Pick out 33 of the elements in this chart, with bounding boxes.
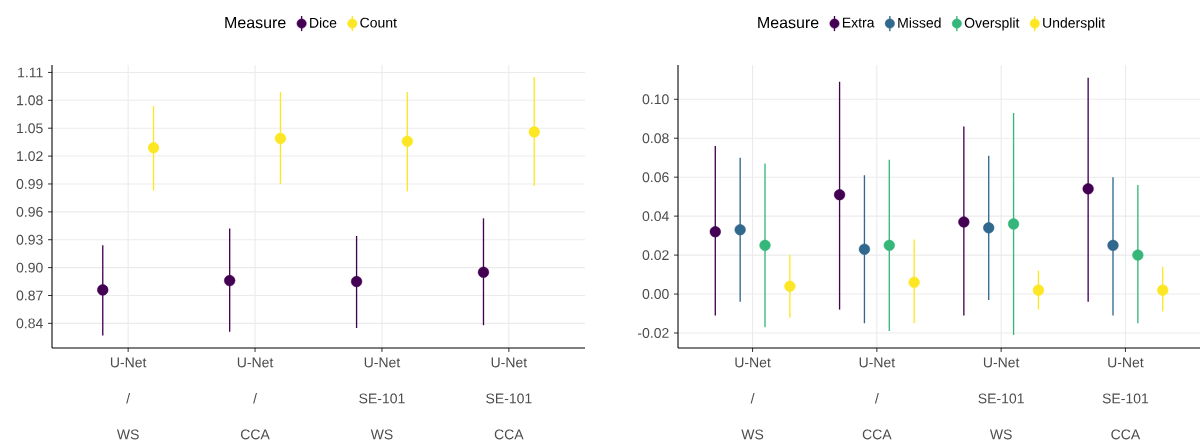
y-tick-label: 0.99 xyxy=(16,179,43,189)
category-label: U-Net SE-101 WS xyxy=(359,357,405,440)
y-tick-label: 0.00 xyxy=(642,289,669,300)
legend-label: Count xyxy=(360,17,397,28)
category-label: U-Net SE-101 CCA xyxy=(1102,357,1149,440)
legend-label: Oversplit xyxy=(964,17,1020,31)
category-label: U-Net / CCA xyxy=(859,357,896,440)
y-tick-label: 0.06 xyxy=(642,172,669,183)
legend-title: Measure xyxy=(758,17,819,29)
y-tick-label: 0.02 xyxy=(642,250,669,261)
legend-label: Extra xyxy=(842,17,875,28)
y-tick-label: 1.05 xyxy=(17,123,43,134)
category-label: U-Net / WS xyxy=(735,357,771,440)
category-label: U-Net SE-101 WS xyxy=(978,357,1024,440)
y-tick-label: 0.90 xyxy=(16,262,43,273)
legend-label: Dice xyxy=(310,17,337,28)
category-label: U-Net / WS xyxy=(110,357,147,440)
y-tick-label: 1.11 xyxy=(18,67,43,78)
y-tick-label: 0.10 xyxy=(642,94,669,105)
y-tick-label: 0.84 xyxy=(16,318,43,329)
y-tick-label: 1.08 xyxy=(17,95,43,106)
category-label: U-Net SE-101 CCA xyxy=(486,357,532,440)
legend-label: Undersplit xyxy=(1043,17,1105,31)
category-label: U-Net / CCA xyxy=(237,357,274,440)
y-tick-label: 1.02 xyxy=(17,151,43,162)
legend-title: Measure xyxy=(225,17,286,29)
y-tick-label: 0.04 xyxy=(642,211,669,222)
y-tick-label: 0.87 xyxy=(16,290,43,301)
legend-label: Missed xyxy=(898,17,941,28)
y-tick-label: 0.08 xyxy=(642,133,669,144)
y-tick-label: -0.02 xyxy=(638,328,669,338)
y-tick-label: 0.96 xyxy=(16,206,43,217)
y-tick-label: 0.93 xyxy=(16,234,43,245)
